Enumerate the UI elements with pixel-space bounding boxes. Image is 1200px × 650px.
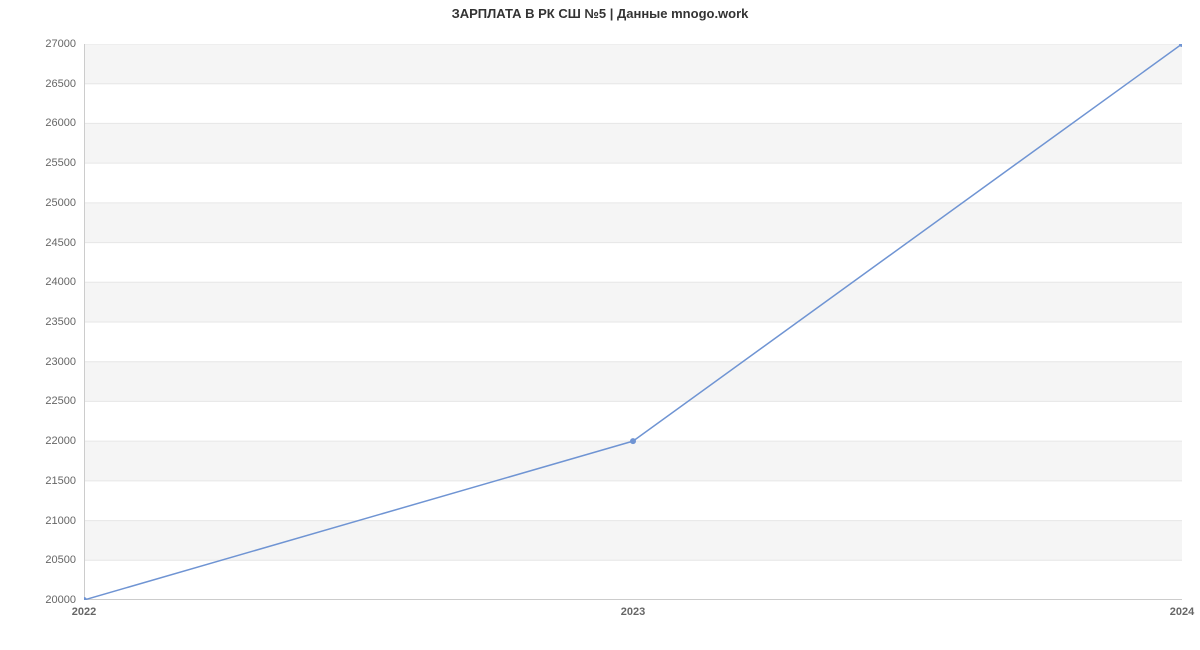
chart-title: ЗАРПЛАТА В РК СШ №5 | Данные mnogo.work [0, 6, 1200, 21]
x-tick-label: 2024 [1170, 600, 1194, 618]
x-tick-label: 2023 [621, 600, 645, 618]
y-tick-label: 27000 [45, 38, 84, 50]
y-tick-label: 22500 [45, 395, 84, 407]
data-point[interactable] [630, 438, 636, 444]
y-tick-label: 24000 [45, 276, 84, 288]
chart-svg [84, 44, 1182, 600]
y-tick-label: 24500 [45, 237, 84, 249]
salary-chart: ЗАРПЛАТА В РК СШ №5 | Данные mnogo.work … [0, 0, 1200, 650]
y-tick-label: 20500 [45, 554, 84, 566]
y-tick-label: 26000 [45, 117, 84, 129]
plot-area: 2000020500210002150022000225002300023500… [84, 44, 1182, 600]
y-tick-label: 26500 [45, 78, 84, 90]
y-tick-label: 21500 [45, 475, 84, 487]
y-tick-label: 23500 [45, 316, 84, 328]
x-tick-label: 2022 [72, 600, 96, 618]
y-tick-label: 23000 [45, 356, 84, 368]
y-tick-label: 21000 [45, 515, 84, 527]
y-tick-label: 25500 [45, 157, 84, 169]
y-tick-label: 25000 [45, 197, 84, 209]
y-tick-label: 22000 [45, 435, 84, 447]
